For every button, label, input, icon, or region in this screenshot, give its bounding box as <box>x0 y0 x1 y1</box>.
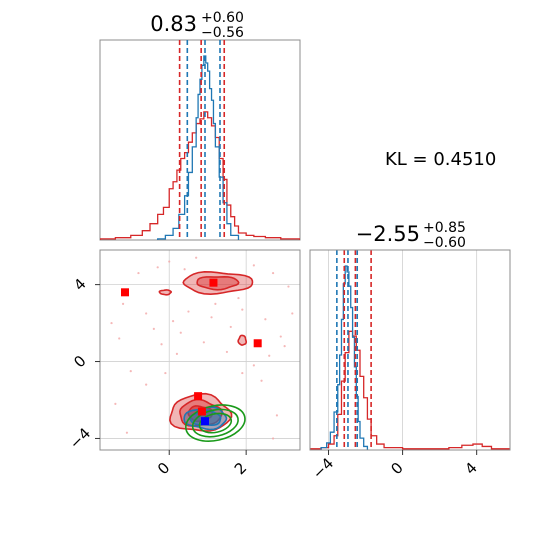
kl-annotation: KL = 0.4510 <box>385 149 496 170</box>
contour-scatter-point <box>271 437 275 440</box>
contour-scatter-point <box>171 320 175 323</box>
blue-mode-marker <box>201 417 209 426</box>
contour-scatter-point <box>164 371 167 375</box>
contour-scatter-point <box>287 285 290 288</box>
red-contour-level-4-1 <box>237 334 248 346</box>
red-mode-marker-5 <box>197 407 206 416</box>
top-histogram-panel: 0.83 +0.60 −0.56 <box>99 10 301 241</box>
contour-scatter-point <box>183 268 186 271</box>
top-histogram-red-step <box>100 111 300 240</box>
contour-scatter-point <box>110 321 113 325</box>
red-mode-marker-1 <box>121 288 129 297</box>
right-histogram-frame-bg <box>310 250 510 450</box>
green-contour-level-2 <box>191 408 239 438</box>
contour-scatter-point <box>168 260 171 263</box>
contour-scatter-point <box>214 302 217 305</box>
contour-xtick-label-2: 2 <box>231 459 250 478</box>
contour-scatter-point <box>129 370 132 373</box>
contour-scatter-point <box>121 302 125 305</box>
contour-scatter-point <box>195 256 198 259</box>
contour-scatter-point <box>187 310 190 313</box>
contour-scatter-point <box>156 266 159 269</box>
contour-scatter-point <box>160 343 163 346</box>
contour-scatter-point <box>145 312 148 315</box>
right-histogram-title-value: −2.55 <box>356 222 420 246</box>
green-contour-level-3 <box>198 412 233 434</box>
contour-panel: 0 2 −4 0 4 <box>66 249 301 478</box>
contour-scatter-point <box>271 271 275 275</box>
contour-scatter-point <box>264 318 267 321</box>
right-histogram-panel: −4 0 4 −2.55 +0.85 −0.60 <box>309 220 511 483</box>
top-histogram-title-plus: +0.60 <box>201 10 244 26</box>
contour-scatter-point <box>241 371 244 375</box>
contour-frame <box>99 249 301 451</box>
right-histogram-title-minus: −0.60 <box>423 235 466 251</box>
contour-scatter-point <box>268 354 271 357</box>
top-histogram-blue-step <box>157 55 240 240</box>
red-contour-level-3-1 <box>158 289 173 296</box>
top-histogram-frame <box>99 39 301 241</box>
right-histogram-title-plus: +0.85 <box>423 220 466 236</box>
contour-scatter-point <box>179 331 182 334</box>
top-histogram-title-value: 0.83 <box>150 12 197 36</box>
contour-scatter-point <box>145 383 148 386</box>
red-mode-marker-2 <box>209 278 218 287</box>
contour-scatter-point <box>252 364 255 367</box>
top-histogram-title-minus: −0.56 <box>201 25 244 41</box>
contour-scatter-point <box>114 402 117 405</box>
contour-scatter-point <box>229 325 232 329</box>
contour-scatter-point <box>241 308 244 311</box>
contour-scatter-point <box>260 379 263 382</box>
contour-scatter-point <box>125 431 129 434</box>
contour-scatter-point <box>237 296 240 300</box>
contour-scatter-point <box>210 316 213 319</box>
contour-scatter-point <box>225 350 229 354</box>
contour-scatter-point <box>152 327 155 330</box>
contour-scatter-point <box>202 341 205 344</box>
contour-ytick-label-2: 0 <box>70 352 89 371</box>
contour-scatter-point <box>279 335 282 338</box>
red-mode-marker-3 <box>253 339 262 348</box>
contour-scatter-point <box>275 414 279 417</box>
red-mode-marker-4 <box>194 392 203 401</box>
contour-scatter-point <box>252 264 255 267</box>
contour-scatter-point <box>175 352 179 355</box>
right-histogram-xtick-label-1: −4 <box>309 454 337 482</box>
contour-ytick-label-3: 4 <box>70 275 89 294</box>
contour-scatter-point <box>283 345 286 348</box>
green-contour-level-1 <box>185 404 246 442</box>
contour-scatter-point <box>137 271 140 275</box>
right-histogram-blue-step <box>320 265 369 450</box>
right-histogram-xtick-label-2: 0 <box>387 459 406 478</box>
right-histogram-xtick-label-3: 4 <box>461 459 480 478</box>
right-histogram-frame <box>309 249 511 451</box>
contour-ytick-label-1: −4 <box>66 424 94 452</box>
right-histogram-red-step <box>310 330 510 450</box>
contour-scatter-point <box>118 337 121 340</box>
contour-scatter-point <box>291 312 294 315</box>
red-contour-level-2-2 <box>196 276 240 291</box>
contour-xtick-label-1: 0 <box>154 459 173 478</box>
